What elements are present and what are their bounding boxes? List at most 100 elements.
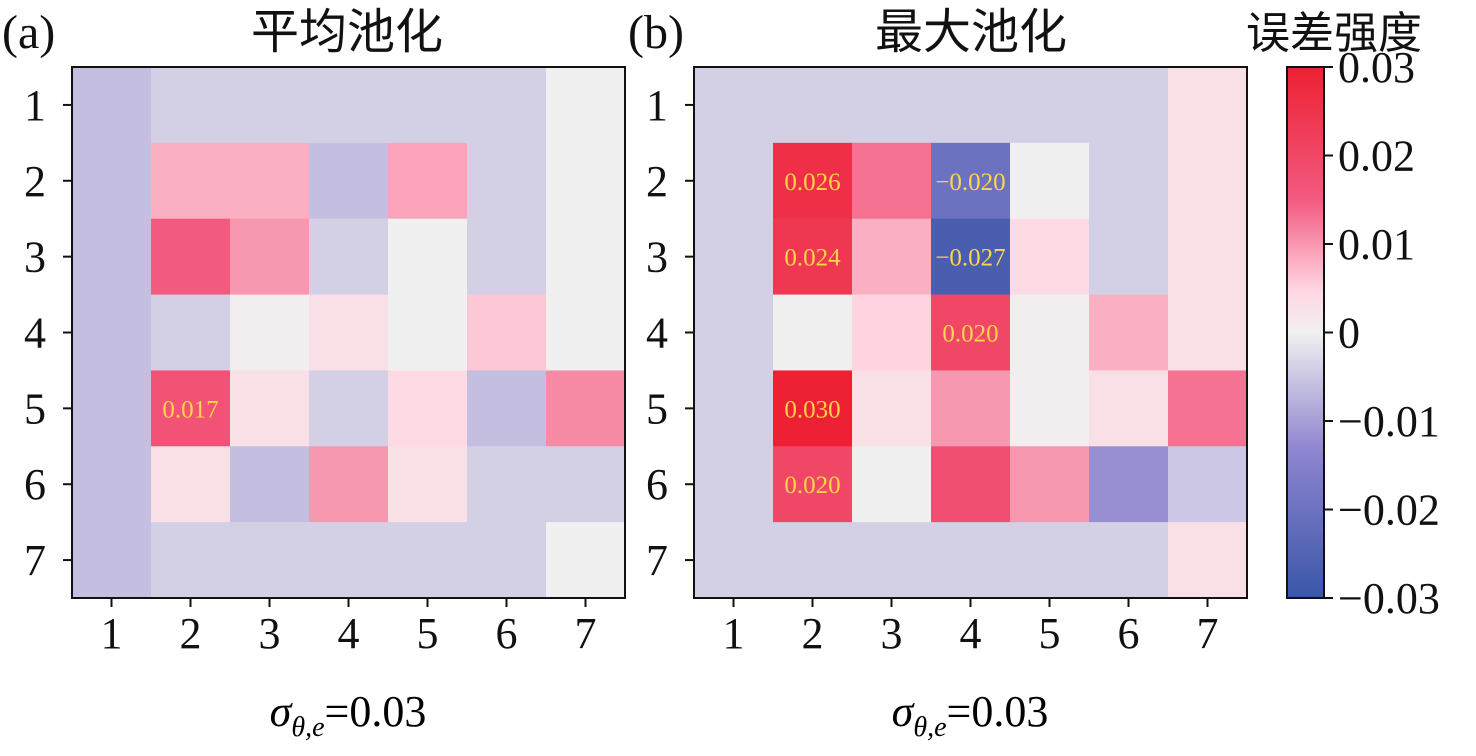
- y-tick-label: 1: [24, 81, 46, 130]
- panel-a: (a) 平均池化 0.017 1 2 3 4 5 6 7 1 2 3 4 5 6 7 σθ,e=0.03: [2, 4, 626, 743]
- heatmap-cell: [1089, 67, 1169, 144]
- heatmap-cell: [852, 370, 932, 447]
- heatmap-cell: [230, 294, 310, 372]
- y-tick-label: 2: [24, 157, 46, 206]
- panel-b-x-axis-symbol: σ: [892, 687, 916, 736]
- heatmap-cell: [388, 67, 468, 144]
- heatmap-cell: [773, 142, 853, 220]
- heatmap-cell: [1168, 218, 1248, 296]
- heatmap-cell: [151, 67, 231, 144]
- heatmap-cell: [230, 142, 310, 220]
- colorbar-tick-label: −0.02: [1338, 486, 1440, 535]
- heatmap-cell: [230, 370, 310, 447]
- heatmap-cell: [1089, 370, 1169, 447]
- cell-value-label: −0.027: [935, 245, 1005, 272]
- heatmap-cell: [694, 294, 774, 372]
- heatmap-cell: [852, 522, 932, 599]
- heatmap-cell: [1168, 370, 1248, 447]
- heatmap-cell: [546, 370, 626, 447]
- panel-b-y-ticks: 1 2 3 4 5 6 7: [646, 81, 694, 585]
- heatmap-cell: [388, 142, 468, 220]
- panel-a-cell-labels: 0.017: [162, 396, 218, 423]
- heatmap-cell: [931, 294, 1011, 372]
- heatmap-cell: [1010, 67, 1090, 144]
- colorbar-tick-label: −0.01: [1338, 397, 1440, 446]
- y-tick-label: 6: [24, 460, 46, 509]
- heatmap-cell: [694, 67, 774, 144]
- y-tick-label: 3: [24, 233, 46, 282]
- heatmap-cell: [852, 218, 932, 296]
- heatmap-cell: [1089, 294, 1169, 372]
- heatmap-cell: [72, 67, 152, 144]
- heatmap-cell: [151, 294, 231, 372]
- colorbar-tick-label: 0.02: [1338, 132, 1415, 181]
- y-tick-label: 2: [646, 157, 668, 206]
- heatmap-cell: [230, 522, 310, 599]
- cell-value-label: 0.017: [162, 396, 218, 423]
- heatmap-cell: [1010, 294, 1090, 372]
- heatmap-cell: [546, 218, 626, 296]
- heatmap-cell: [1010, 522, 1090, 599]
- heatmap-cell: [388, 218, 468, 296]
- colorbar-tick-label: 0.03: [1338, 43, 1415, 92]
- heatmap-cell: [1168, 67, 1248, 144]
- heatmap-cell: [151, 370, 231, 447]
- heatmap-cell: [388, 522, 468, 599]
- panel-b-cells: [694, 67, 1248, 599]
- heatmap-cell: [151, 218, 231, 296]
- cell-value-label: −0.020: [935, 169, 1005, 196]
- x-tick-label: 1: [101, 609, 123, 658]
- colorbar: 误差强度 0.03 0.02 0.01 0 −0.01 −0.02 −0.03: [1246, 8, 1440, 623]
- y-tick-label: 6: [646, 460, 668, 509]
- y-tick-label: 3: [646, 233, 668, 282]
- x-tick-label: 7: [1197, 609, 1219, 658]
- heatmap-cell: [931, 67, 1011, 144]
- heatmap-cell: [72, 522, 152, 599]
- heatmap-cell: [309, 294, 389, 372]
- heatmap-cell: [773, 67, 853, 144]
- panel-a-x-axis-symbol: σ: [270, 687, 294, 736]
- colorbar-title: 误差强度: [1246, 8, 1422, 59]
- x-tick-label: 6: [496, 609, 518, 658]
- y-tick-label: 7: [646, 536, 668, 585]
- x-tick-label: 2: [180, 609, 202, 658]
- x-tick-label: 1: [723, 609, 745, 658]
- heatmap-cell: [72, 218, 152, 296]
- y-tick-label: 4: [646, 309, 668, 358]
- panel-a-y-ticks: 1 2 3 4 5 6 7: [24, 81, 72, 585]
- heatmap-cell: [1089, 446, 1169, 523]
- heatmap-cell: [467, 67, 547, 144]
- heatmap-cell: [72, 294, 152, 372]
- heatmap-cell: [1168, 142, 1248, 220]
- x-tick-label: 3: [259, 609, 281, 658]
- heatmap-cell: [931, 142, 1011, 220]
- heatmap-cell: [773, 522, 853, 599]
- heatmap-cell: [230, 446, 310, 523]
- colorbar-tick-label: −0.03: [1338, 574, 1440, 623]
- x-tick-label: 3: [881, 609, 903, 658]
- heatmap-cell: [546, 294, 626, 372]
- heatmap-cell: [546, 446, 626, 523]
- heatmap-cell: [230, 67, 310, 144]
- panel-a-x-axis-subscript: θ,e: [291, 712, 324, 743]
- panel-b-x-ticks: 1 2 3 4 5 6 7: [723, 598, 1219, 658]
- y-tick-label: 4: [24, 309, 46, 358]
- heatmap-cell: [309, 67, 389, 144]
- cell-value-label: 0.030: [784, 396, 840, 423]
- x-tick-label: 2: [802, 609, 824, 658]
- heatmap-cell: [1089, 218, 1169, 296]
- colorbar-gradient: [1286, 66, 1325, 599]
- heatmap-cell: [72, 370, 152, 447]
- panel-b-title: 最大池化: [875, 4, 1067, 60]
- heatmap-cell: [309, 370, 389, 447]
- heatmap-cell: [546, 67, 626, 144]
- heatmap-cell: [931, 522, 1011, 599]
- heatmap-cell: [151, 446, 231, 523]
- heatmap-cell: [72, 446, 152, 523]
- panel-b-tag: (b): [628, 6, 684, 59]
- heatmap-cell: [388, 370, 468, 447]
- cell-value-label: 0.020: [784, 472, 840, 499]
- panel-b-x-axis-value: =0.03: [947, 687, 1049, 736]
- heatmap-cell: [773, 294, 853, 372]
